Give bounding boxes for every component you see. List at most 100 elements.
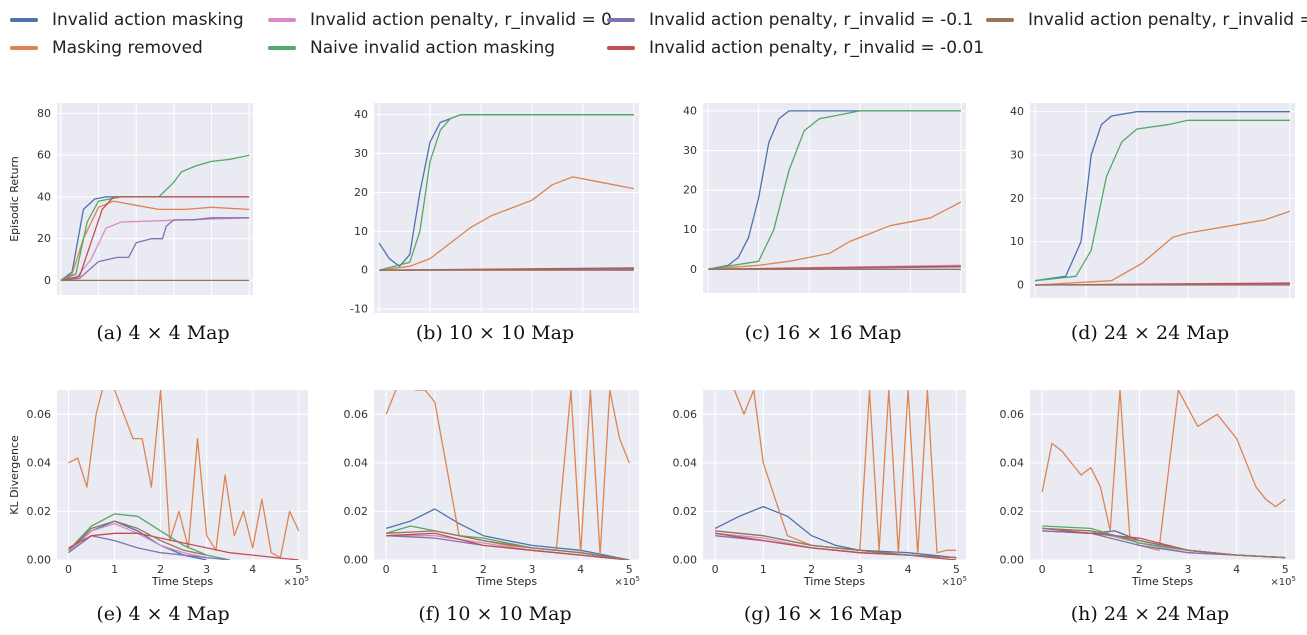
x-tick-label: 2	[808, 563, 815, 576]
series-line	[707, 110, 961, 270]
legend-label: Invalid action penalty, r_invalid = -1	[1028, 10, 1307, 30]
series-line	[68, 535, 230, 560]
chart-panel: 0.00 0.02 0.04 0.06 0 1 2 3 4 5×105 Time Steps	[1000, 390, 1296, 588]
y-tick-label: 40	[683, 104, 697, 117]
series-line	[68, 390, 300, 559]
legend-label: Invalid action penalty, r_invalid = -0.0…	[649, 38, 985, 58]
legend-item: Invalid action penalty, r_invalid = -1	[986, 7, 1307, 33]
legend: Invalid action masking Masking removed Inv…	[0, 0, 1307, 70]
chart-panel: 0.00 0.02 0.04 0.06 0 1 2 3 4 5×105 Time Steps	[673, 390, 967, 588]
x-exponent-label: ×105	[1270, 575, 1296, 588]
y-tick-label: 30	[1010, 149, 1024, 162]
x-exponent-label: ×105	[614, 575, 640, 588]
x-tick-label: 3	[203, 563, 210, 576]
chart-panel: 0 10 20 30 40	[1010, 103, 1295, 298]
legend-item: Invalid action penalty, r_invalid = 0	[268, 7, 612, 33]
y-tick-label: 80	[37, 107, 51, 120]
series-group	[68, 390, 300, 560]
legend-label: Invalid action masking	[52, 10, 244, 30]
series-line	[68, 532, 299, 560]
chart-panel: -10 0 10 20 30 40	[350, 103, 639, 316]
y-tick-label: 0	[361, 264, 368, 277]
x-tick-label: 0	[65, 563, 72, 576]
x-tick-label: 0	[1039, 563, 1046, 576]
y-tick-label: 0	[44, 274, 51, 287]
y-tick-label: 20	[354, 186, 368, 199]
plot-area	[1030, 103, 1295, 298]
y-tick-label: 0.02	[27, 505, 52, 518]
y-tick-label: 30	[683, 144, 697, 157]
series-line	[378, 114, 634, 271]
legend-swatch	[607, 46, 635, 50]
series-line	[708, 201, 962, 270]
legend-label: Masking removed	[52, 38, 203, 58]
y-tick-label: 60	[37, 149, 51, 162]
x-tick-label: 1	[760, 563, 767, 576]
series-line	[1042, 527, 1286, 559]
x-axis-label: Time Steps	[151, 575, 213, 588]
series-group	[60, 154, 250, 282]
plot-area	[374, 103, 639, 313]
y-tick-label: 20	[683, 184, 697, 197]
y-axis-label: Episodic Return	[8, 156, 21, 242]
x-exponent-power: 5	[963, 575, 967, 583]
y-tick-label: 10	[683, 223, 697, 236]
series-line	[386, 508, 630, 560]
series-line	[1035, 119, 1290, 282]
plot-area	[57, 103, 253, 295]
chart-panel: 0.00 0.02 0.04 0.06 0 1 2 3 4 5×105 Time Steps	[344, 390, 640, 588]
y-tick-label: 40	[37, 190, 51, 203]
y-tick-label: 0.04	[1000, 456, 1025, 469]
series-line	[386, 530, 630, 560]
legend-item: Invalid action penalty, r_invalid = -0.0…	[607, 35, 984, 61]
x-tick-label: 0	[712, 563, 719, 576]
y-tick-label: 0.00	[673, 554, 698, 567]
series-line	[1035, 111, 1290, 282]
series-line	[60, 196, 250, 282]
subplot-caption: (g) 16 × 16 Map	[744, 603, 902, 625]
subplot-caption: (d) 24 × 24 Map	[1071, 322, 1229, 344]
y-tick-label: 0	[1017, 279, 1024, 292]
x-tick-label: 5	[626, 563, 633, 576]
x-tick-label: 3	[1185, 563, 1192, 576]
y-tick-label: 20	[37, 232, 51, 245]
legend-swatch	[10, 46, 38, 50]
series-line	[707, 110, 961, 270]
x-tick-label: 5	[1282, 563, 1289, 576]
x-tick-label: 2	[1136, 563, 1143, 576]
y-tick-label: 20	[1010, 192, 1024, 205]
series-group	[714, 390, 957, 560]
legend-swatch	[268, 46, 296, 50]
plot-area	[703, 103, 966, 293]
y-tick-label: 40	[1010, 105, 1024, 118]
chart-panel: 0 10 20 30 40	[683, 103, 966, 293]
chart-panel: 0.00 0.02 0.04 0.06 0 1 2 3 4 5×105 Time Steps KL D…	[8, 390, 309, 588]
x-tick-label: 0	[383, 563, 390, 576]
subplot-caption: (f) 10 × 10 Map	[418, 603, 571, 625]
y-tick-label: 0.06	[27, 408, 52, 421]
x-exponent-label: ×105	[283, 575, 309, 588]
series-line	[715, 390, 957, 556]
y-tick-label: 0.00	[27, 554, 52, 567]
y-tick-label: 0.04	[673, 456, 698, 469]
subplot-caption: (b) 10 × 10 Map	[416, 322, 574, 344]
series-line	[379, 176, 635, 271]
x-tick-label: 4	[577, 563, 584, 576]
y-tick-label: 0.06	[344, 408, 369, 421]
plot-area	[1030, 390, 1295, 560]
y-tick-label: 0.00	[1000, 554, 1025, 567]
x-tick-label: 4	[249, 563, 256, 576]
x-tick-label: 1	[431, 563, 438, 576]
series-line	[60, 200, 250, 281]
legend-swatch	[268, 18, 296, 22]
x-tick-label: 2	[157, 563, 164, 576]
y-tick-label: -10	[350, 303, 368, 316]
y-tick-label: 0.04	[27, 456, 52, 469]
x-tick-label: 3	[856, 563, 863, 576]
series-line	[68, 520, 207, 556]
y-tick-label: 10	[354, 225, 368, 238]
y-tick-label: 0.02	[344, 505, 369, 518]
legend-item: Invalid action masking	[10, 7, 244, 33]
subplot-caption: (e) 4 × 4 Map	[96, 603, 229, 625]
y-axis-label: KL Divergence	[8, 435, 21, 515]
